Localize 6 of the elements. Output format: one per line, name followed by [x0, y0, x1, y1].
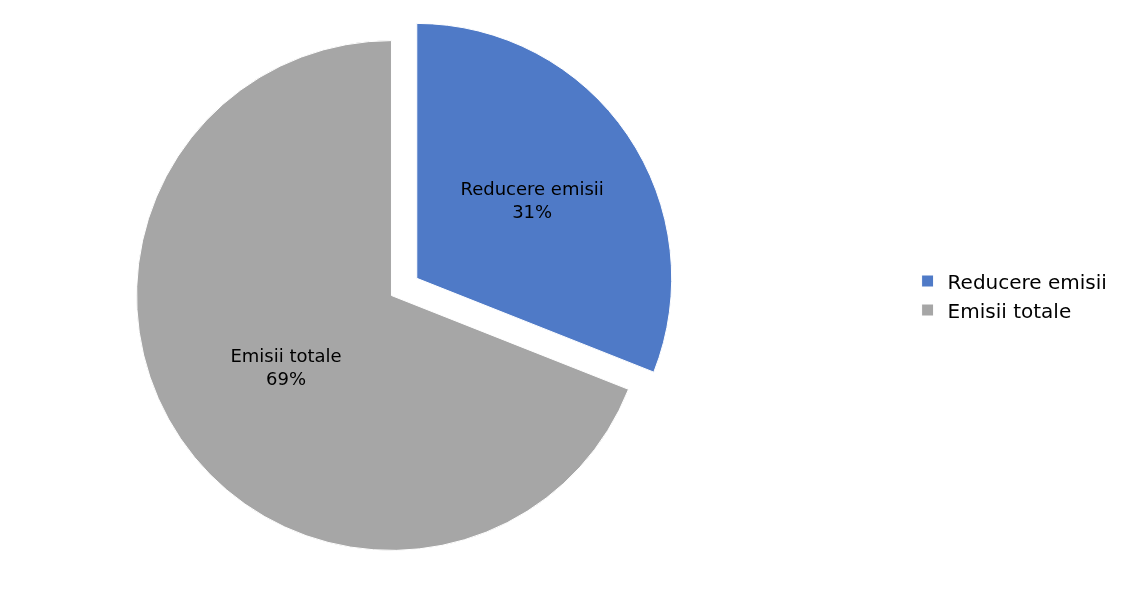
legend-label: Emisii totale	[947, 298, 1072, 323]
slice-label: Reducere emisii	[460, 177, 604, 199]
data-label: 69%	[266, 368, 307, 390]
slice-label: Emisii totale	[230, 344, 342, 366]
data-label: 31%	[512, 201, 553, 223]
legend-label: Reducere emisii	[947, 269, 1107, 294]
